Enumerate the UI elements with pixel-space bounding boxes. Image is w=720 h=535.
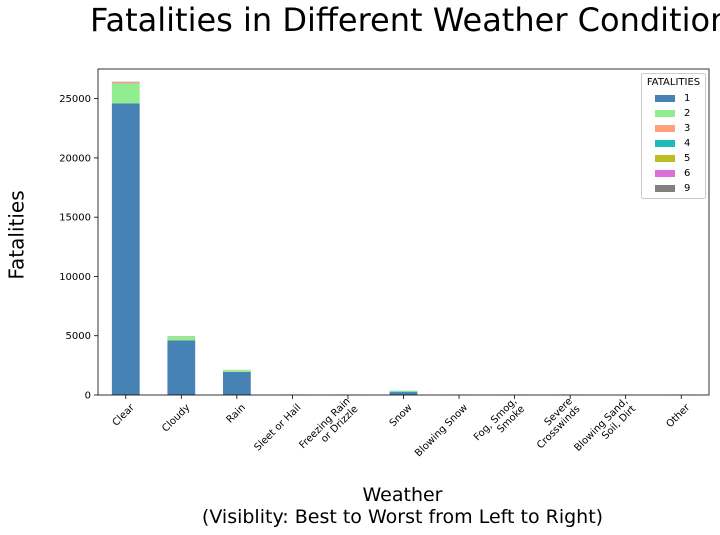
legend-item: 3 [642, 121, 705, 136]
x-tick-label-line: Cloudy [160, 402, 192, 434]
x-tick-label: Fog, Smog,Smoke [472, 396, 527, 451]
legend-label: 1 [684, 93, 691, 104]
legend-items: 1 2 3 4 5 6 9 [642, 91, 705, 196]
legend-label: 5 [684, 153, 691, 164]
x-tick-label: Freezing Rainor Drizzle [297, 396, 360, 459]
x-tick-label-line: Clear [111, 402, 138, 429]
x-tick-label-line: Blowing Snow [413, 402, 470, 459]
chart-legend: FATALITIES 1 2 3 4 5 6 9 [641, 73, 706, 199]
bar-segment [167, 336, 196, 341]
bar-segment [389, 391, 418, 393]
legend-label: 9 [684, 183, 691, 194]
bar-segment [222, 370, 251, 372]
bar-segment [222, 371, 251, 395]
legend-swatch [655, 95, 675, 102]
legend-label: 6 [684, 168, 691, 179]
y-tick-label: 10000 [59, 272, 91, 283]
y-tick-label: 5000 [66, 331, 91, 342]
bar-segment [167, 340, 196, 395]
x-tick-label: Clear [111, 402, 138, 429]
legend-swatch [655, 140, 675, 147]
x-tick-label: Sleet or Hail [252, 402, 303, 453]
legend-item: 4 [642, 136, 705, 151]
x-tick-label: Blowing Sand,Soil, Dirt [572, 396, 638, 462]
bar-segment [111, 103, 140, 396]
legend-label: 3 [684, 123, 691, 134]
y-tick-label: 0 [85, 391, 91, 402]
legend-item: 1 [642, 91, 705, 106]
legend-item: 2 [642, 106, 705, 121]
x-axis-label-line-2: (Visiblity: Best to Worst from Left to R… [201, 506, 604, 528]
x-axis-label-line-1: Weather [362, 484, 443, 506]
legend-title: FATALITIES [646, 77, 701, 88]
bar-segment [111, 83, 140, 104]
y-tick-label: 15000 [59, 213, 91, 224]
legend-swatch [655, 185, 675, 192]
x-tick-label: Snow [388, 402, 415, 429]
x-tick-label: Cloudy [160, 402, 192, 434]
legend-item: 6 [642, 166, 705, 181]
legend-swatch [655, 125, 675, 132]
legend-item: 9 [642, 181, 705, 196]
chart-title: Fatalities in Different Weather Conditio… [90, 1, 720, 39]
x-tick-label: Rain [225, 402, 248, 425]
bar-segment [111, 82, 140, 84]
x-tick-label: Blowing Snow [413, 402, 470, 459]
x-tick-label-line: Rain [225, 402, 248, 425]
legend-swatch [655, 170, 675, 177]
legend-label: 2 [684, 108, 691, 119]
legend-label: 4 [684, 138, 691, 149]
legend-swatch [655, 155, 675, 162]
x-tick-label-line: Sleet or Hail [252, 402, 303, 453]
legend-item: 5 [642, 151, 705, 166]
bar-segment [389, 392, 418, 395]
legend-swatch [655, 110, 675, 117]
x-tick-label-line: Snow [388, 402, 415, 429]
x-tick-label: Other [664, 402, 692, 430]
x-axis-label: Weather (Visiblity: Best to Worst from L… [150, 484, 655, 528]
y-tick-label: 25000 [59, 94, 91, 105]
x-tick-label-line: Other [664, 402, 692, 430]
y-tick-label: 20000 [59, 153, 91, 164]
